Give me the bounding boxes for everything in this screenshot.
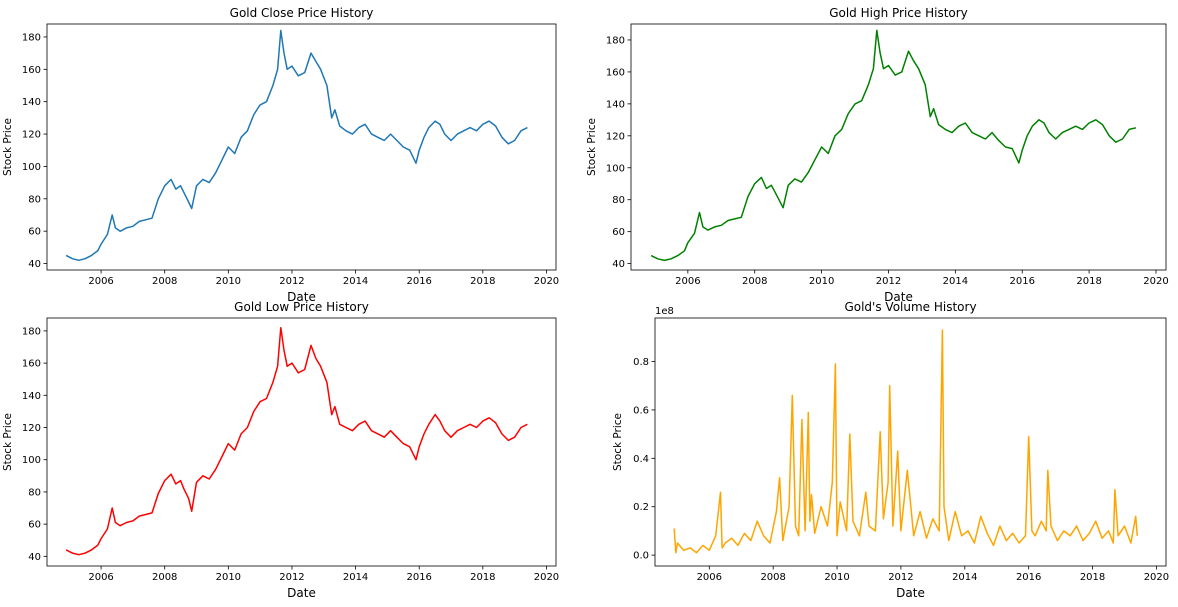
chart-svg-close: 2006 2008 2010 2012 2014 2016 2018 2020 40 60 80 10… [2,6,559,304]
y-tick-label: 0.8 [633,357,649,368]
x-tick-label: 2018 [470,572,495,583]
x-tick-label: 2020 [1144,572,1169,583]
y-tick-label: 160 [606,67,625,78]
x-tick-label: 2020 [1143,276,1168,287]
x-tick-label: 2006 [675,276,700,287]
y-tick-label: 140 [22,391,41,402]
y-tick-label: 180 [606,35,625,46]
y-tick-label: 40 [612,259,625,270]
x-axis-label: Date [896,586,925,600]
y-tick-label: 80 [28,487,41,498]
x-tick-label: 2018 [1076,276,1101,287]
plot-frame [630,23,1167,271]
y-tick-label: 100 [606,163,625,174]
x-tick-label: 2012 [876,276,901,287]
x-tick-label: 2010 [216,276,241,287]
y-tick-label: 60 [28,520,41,531]
chart-volume: 2006 2008 2010 2012 2014 2016 2018 2020 0.0 0.2 0.… [589,298,1178,607]
chart-low-price: 2006 2008 2010 2012 2014 2016 2018 2020 40 60 80 10… [0,298,589,607]
chart-title: Gold Close Price History [230,6,374,20]
chart-close-price: 2006 2008 2010 2012 2014 2016 2018 2020 40 60 80 10… [0,0,589,304]
y-tick-label: 120 [606,131,625,142]
series-line-high [650,29,1137,262]
plot-frame [46,317,557,567]
y-tick-label: 0.2 [633,502,649,513]
series-line-low [65,326,528,556]
y-tick-label: 0.0 [633,551,649,562]
x-tick-label: 2012 [279,276,304,287]
plot-frame [46,23,557,271]
y-axis-exponent-label: 1e8 [655,306,674,317]
x-tick-label: 2016 [1016,572,1041,583]
x-tick-label: 2016 [406,572,431,583]
chart-svg-volume: 2006 2008 2010 2012 2014 2016 2018 2020 0.0 0.2 0.… [612,300,1169,600]
y-axis-label: Stock Price [2,413,14,471]
x-tick-label: 2014 [343,572,368,583]
y-tick-label: 140 [22,97,41,108]
y-tick-label: 100 [22,455,41,466]
y-tick-label: 40 [28,259,41,270]
x-axis-label: Date [287,290,316,304]
y-axis-label: Stock Price [586,118,598,176]
x-tick-label: 2020 [534,572,559,583]
series-line-volume [673,329,1139,554]
x-tick-label: 2006 [697,572,722,583]
x-tick-label: 2008 [742,276,767,287]
x-tick-label: 2016 [1009,276,1034,287]
y-tick-label: 120 [22,423,41,434]
chart-high-price: 2006 2008 2010 2012 2014 2016 2018 2020 40 60 80 10… [586,0,1178,304]
chart-title: Gold High Price History [829,6,968,20]
chart-title: Gold's Volume History [844,300,976,314]
y-axis-label: Stock Price [2,118,14,176]
chart-svg-low: 2006 2008 2010 2012 2014 2016 2018 2020 40 60 80 10… [2,300,559,600]
y-tick-label: 100 [22,162,41,173]
x-tick-label: 2010 [824,572,849,583]
y-tick-label: 80 [612,195,625,206]
y-tick-label: 160 [22,359,41,370]
y-tick-label: 180 [22,32,41,43]
y-tick-label: 80 [28,194,41,205]
y-tick-label: 0.6 [633,405,649,416]
y-tick-label: 60 [612,227,625,238]
x-axis-label: Date [287,586,316,600]
x-tick-label: 2012 [279,572,304,583]
chart-title: Gold Low Price History [234,300,369,314]
y-tick-label: 40 [28,552,41,563]
series-line-close [65,29,528,262]
y-tick-label: 120 [22,130,41,141]
x-tick-label: 2016 [406,276,431,287]
plot-frame [654,317,1167,567]
y-tick-label: 0.4 [633,454,649,465]
x-tick-label: 2010 [216,572,241,583]
x-axis-label: Date [884,290,913,304]
y-tick-label: 140 [606,99,625,110]
y-axis-label: Stock Price [612,413,624,471]
y-tick-label: 60 [28,227,41,238]
x-tick-label: 2018 [470,276,495,287]
x-tick-label: 2006 [88,276,113,287]
x-tick-label: 2008 [152,572,177,583]
x-tick-label: 2020 [534,276,559,287]
x-tick-label: 2006 [88,572,113,583]
chart-svg-high: 2006 2008 2010 2012 2014 2016 2018 2020 40 60 80 10… [586,6,1169,304]
x-tick-label: 2010 [809,276,834,287]
x-tick-label: 2014 [343,276,368,287]
y-tick-label: 160 [22,65,41,76]
x-tick-label: 2014 [943,276,968,287]
x-tick-label: 2018 [1080,572,1105,583]
x-tick-label: 2012 [888,572,913,583]
y-tick-label: 180 [22,326,41,337]
x-tick-label: 2014 [952,572,977,583]
x-tick-label: 2008 [760,572,785,583]
x-tick-label: 2008 [152,276,177,287]
